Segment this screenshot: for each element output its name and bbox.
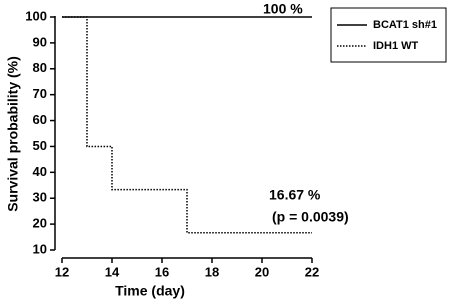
legend-box xyxy=(330,7,447,63)
x-tick-label: 16 xyxy=(155,264,169,279)
y-tick-label: 40 xyxy=(33,164,47,179)
legend-label: BCAT1 sh#1 xyxy=(373,19,437,31)
legend-label: IDH1 WT xyxy=(373,40,419,52)
y-tick-label: 80 xyxy=(33,60,47,75)
y-tick-label: 20 xyxy=(33,216,47,231)
x-tick-label: 22 xyxy=(305,264,319,279)
annotation: 100 % xyxy=(263,1,303,17)
y-tick-label: 10 xyxy=(33,241,47,256)
x-tick-label: 20 xyxy=(255,264,269,279)
x-tick-label: 14 xyxy=(105,264,120,279)
y-axis-label: Survival probability (%) xyxy=(5,56,21,212)
annotation: 16.67 % xyxy=(269,187,321,203)
x-axis-label: Time (day) xyxy=(115,283,185,299)
y-tick-label: 60 xyxy=(33,112,47,127)
x-tick-label: 12 xyxy=(55,264,69,279)
y-tick-label: 90 xyxy=(33,34,47,49)
y-tick-label: 30 xyxy=(33,190,47,205)
annotation: (p = 0.0039) xyxy=(272,209,349,225)
y-tick-label: 100 xyxy=(25,8,47,23)
y-tick-label: 50 xyxy=(33,138,47,153)
survival-curve xyxy=(62,16,312,234)
x-tick-label: 18 xyxy=(205,264,219,279)
y-tick-label: 70 xyxy=(33,86,47,101)
